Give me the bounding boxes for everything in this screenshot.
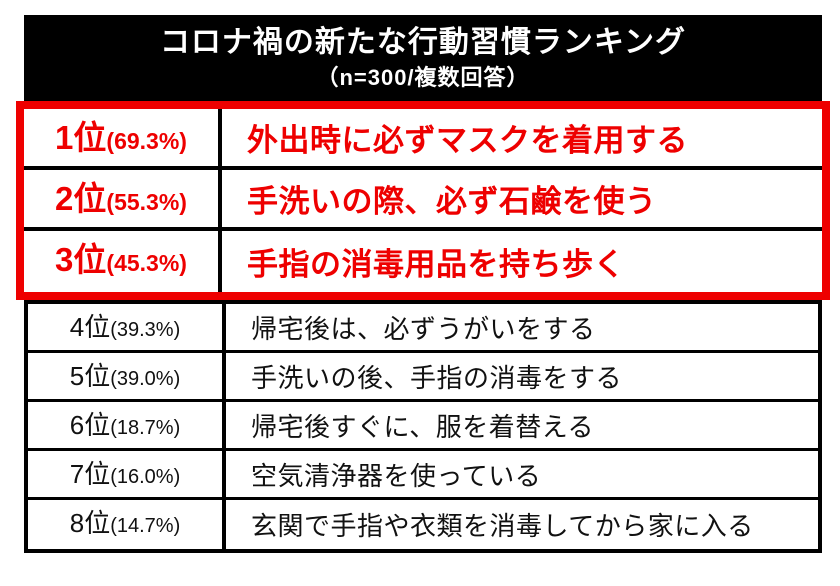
ranking-row-1: 1位 (69.3%) 外出時に必ずマスクを着用する [24, 109, 822, 170]
ranking-row-8: 8位 (14.7%) 玄関で手指や衣類を消毒してから家に入る [28, 500, 818, 549]
ranking-row-2: 2位 (55.3%) 手洗いの際、必ず石鹸を使う [24, 170, 822, 231]
rank-cell: 8位 (14.7%) [28, 500, 226, 549]
rank-label: 5位 [69, 361, 111, 391]
rank-percent: (45.3%) [106, 250, 187, 276]
rank-percent: (39.3%) [110, 319, 181, 341]
ranking-row-4: 4位 (39.3%) 帰宅後は、必ずうがいをする [28, 304, 818, 353]
rank-cell: 6位 (18.7%) [28, 402, 226, 448]
rank-label: 3位 [55, 241, 107, 278]
rank-cell: 7位 (16.0%) [28, 451, 226, 497]
rank-cell: 5位 (39.0%) [28, 353, 226, 399]
rank-label: 6位 [69, 410, 111, 440]
rank-percent: (18.7%) [110, 417, 181, 439]
rank-label: 4位 [69, 312, 111, 342]
rank-percent: (69.3%) [106, 128, 187, 154]
rank-percent: (39.0%) [110, 368, 181, 390]
page-subtitle: （n=300/複数回答） [316, 65, 530, 90]
habit-label: 手洗いの際、必ず石鹸を使う [247, 184, 657, 219]
rank-label: 1位 [55, 119, 107, 156]
rank-percent: (55.3%) [106, 189, 187, 215]
rank-percent: (14.7%) [110, 515, 181, 537]
rank-cell: 4位 (39.3%) [28, 304, 226, 350]
habit-label: 手指の消毒用品を持ち歩く [247, 247, 625, 282]
ranking-row-3: 3位 (45.3%) 手指の消毒用品を持ち歩く [24, 231, 822, 292]
rank-cell: 1位 (69.3%) [24, 109, 222, 166]
rank-percent: (16.0%) [110, 466, 181, 488]
rank-label: 8位 [69, 508, 111, 538]
rank-label: 7位 [69, 459, 111, 489]
habit-label: 玄関で手指や衣類を消毒してから家に入る [251, 511, 754, 541]
rank-cell: 2位 (55.3%) [24, 170, 222, 227]
ranking-rows-section: 4位 (39.3%) 帰宅後は、必ずうがいをする 5位 (39.0%) 手洗いの… [24, 300, 822, 553]
habit-label: 外出時に必ずマスクを着用する [247, 123, 688, 158]
ranking-row-7: 7位 (16.0%) 空気清浄器を使っている [28, 451, 818, 500]
ranking-table: コロナ禍の新たな行動習慣ランキング （n=300/複数回答） 1位 (69.3%… [16, 15, 830, 553]
habit-label: 帰宅後すぐに、服を着替える [251, 411, 594, 442]
habit-label: 空気清浄器を使っている [251, 460, 542, 491]
ranking-row-5: 5位 (39.0%) 手洗いの後、手指の消毒をする [28, 353, 818, 402]
habit-label: 帰宅後は、必ずうがいをする [251, 313, 596, 344]
page-title: コロナ禍の新たな行動習慣ランキング [159, 26, 687, 59]
title-bar: コロナ禍の新たな行動習慣ランキング （n=300/複数回答） [24, 15, 822, 101]
rank-cell: 3位 (45.3%) [24, 231, 222, 292]
ranking-row-6: 6位 (18.7%) 帰宅後すぐに、服を着替える [28, 402, 818, 451]
rank-label: 2位 [55, 180, 107, 217]
top3-highlight-section: 1位 (69.3%) 外出時に必ずマスクを着用する 2位 (55.3%) 手洗い… [16, 101, 830, 300]
habit-label: 手洗いの後、手指の消毒をする [251, 362, 623, 393]
